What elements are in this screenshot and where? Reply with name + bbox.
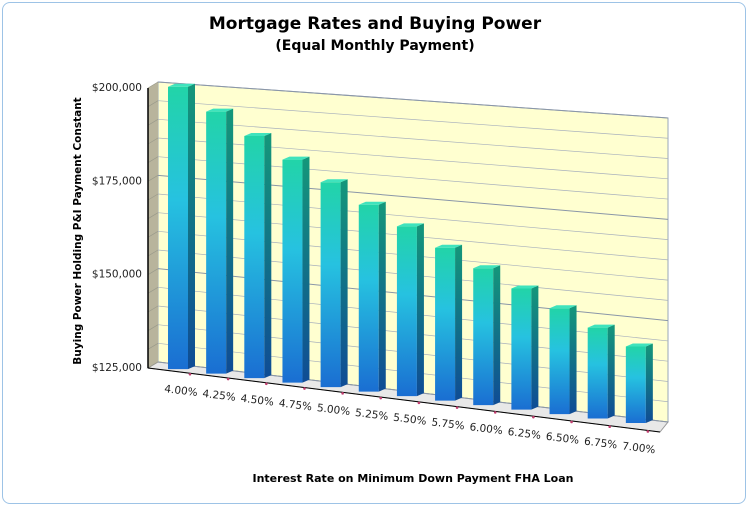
y-tick-label: $150,000 (92, 269, 142, 281)
bar-side (569, 305, 577, 415)
y-tick-label: $125,000 (92, 362, 142, 374)
bar-side (302, 156, 310, 383)
x-tick-label: 7.00% (621, 440, 656, 456)
x-tick (455, 406, 459, 409)
x-tick (341, 392, 344, 395)
bar (587, 327, 608, 419)
bar (625, 346, 646, 424)
x-axis-line (147, 367, 661, 433)
x-tick (570, 420, 573, 424)
side-gridline (147, 81, 159, 89)
bar-side (188, 83, 195, 370)
bar-side (607, 324, 615, 419)
y-tick-label: $175,000 (92, 175, 142, 187)
x-tick-label: 5.00% (316, 402, 351, 418)
x-tick (493, 411, 497, 414)
x-tick-label: 6.25% (507, 426, 542, 442)
bar-top (244, 133, 272, 137)
bar-top (587, 324, 615, 328)
gridline (157, 174, 669, 220)
bar-side (226, 108, 234, 374)
bar-top (168, 83, 195, 87)
bar (358, 204, 379, 392)
chart-subtitle: (Equal Monthly Payment) (275, 38, 475, 54)
x-tick-label: 6.50% (545, 431, 580, 447)
side-gridline (147, 249, 159, 257)
bar (396, 226, 417, 397)
side-gridline (147, 324, 159, 331)
gridline (157, 118, 669, 159)
side-gridline (147, 231, 159, 238)
bar-side (416, 223, 424, 397)
gridline (157, 81, 669, 119)
bar (549, 308, 570, 415)
x-tick (188, 372, 192, 376)
bar (473, 268, 494, 406)
side-gridline (147, 156, 159, 163)
x-tick-label: 6.00% (469, 421, 504, 437)
bar (320, 182, 341, 388)
bar (244, 136, 265, 379)
bar-side (340, 179, 348, 388)
side-gridline (147, 119, 159, 126)
bar-side (493, 265, 501, 406)
bar (435, 247, 456, 401)
bar-top (358, 201, 386, 205)
bar (168, 86, 188, 370)
bar-top (511, 285, 539, 289)
side-gridline (147, 175, 159, 182)
x-tick (532, 415, 535, 419)
bar (282, 159, 303, 383)
gridline (157, 156, 669, 200)
bar-top (320, 179, 348, 183)
bar-top (435, 244, 463, 248)
bar-top (549, 305, 577, 309)
side-gridline (147, 305, 159, 313)
side-wall (148, 82, 158, 368)
x-tick-label: 4.25% (202, 388, 237, 404)
bar-top (396, 223, 424, 227)
bar-side (645, 343, 653, 424)
y-tick-label: $200,000 (92, 82, 142, 94)
x-tick-label: 6.75% (583, 436, 618, 452)
x-tick-label: 5.25% (354, 407, 389, 423)
bar-top (625, 343, 653, 347)
x-tick (303, 387, 306, 390)
x-axis-label: Interest Rate on Minimum Down Payment FH… (252, 472, 574, 485)
chart-title: Mortgage Rates and Buying Power (208, 14, 542, 34)
x-tick (265, 382, 268, 386)
bar-top (282, 156, 310, 160)
x-tick (417, 401, 421, 405)
x-tick-label: 4.00% (164, 383, 199, 399)
side-gridline (147, 287, 159, 294)
x-tick-label: 4.50% (240, 393, 275, 409)
side-gridline (147, 100, 159, 107)
bar-side (378, 201, 386, 392)
gridline (157, 137, 669, 180)
bar-top (473, 265, 501, 269)
side-gridline (147, 268, 159, 275)
x-tick-label: 5.50% (393, 412, 428, 428)
bar (206, 111, 227, 374)
x-tick (646, 430, 650, 433)
gridline (157, 193, 669, 240)
side-gridline (147, 212, 159, 219)
x-tick-label: 5.75% (431, 416, 466, 432)
side-gridline (147, 361, 159, 369)
bar-side (264, 133, 272, 379)
bar-side (455, 244, 463, 401)
x-tick (608, 425, 611, 429)
bar (511, 288, 532, 410)
x-tick (226, 377, 230, 381)
side-gridline (147, 193, 159, 201)
gridline (157, 100, 669, 139)
side-gridline (147, 343, 159, 350)
x-tick (379, 396, 383, 400)
x-tick-label: 4.75% (278, 397, 313, 413)
bar-side (531, 285, 539, 410)
side-gridline (147, 137, 159, 145)
bar-top (206, 108, 234, 112)
